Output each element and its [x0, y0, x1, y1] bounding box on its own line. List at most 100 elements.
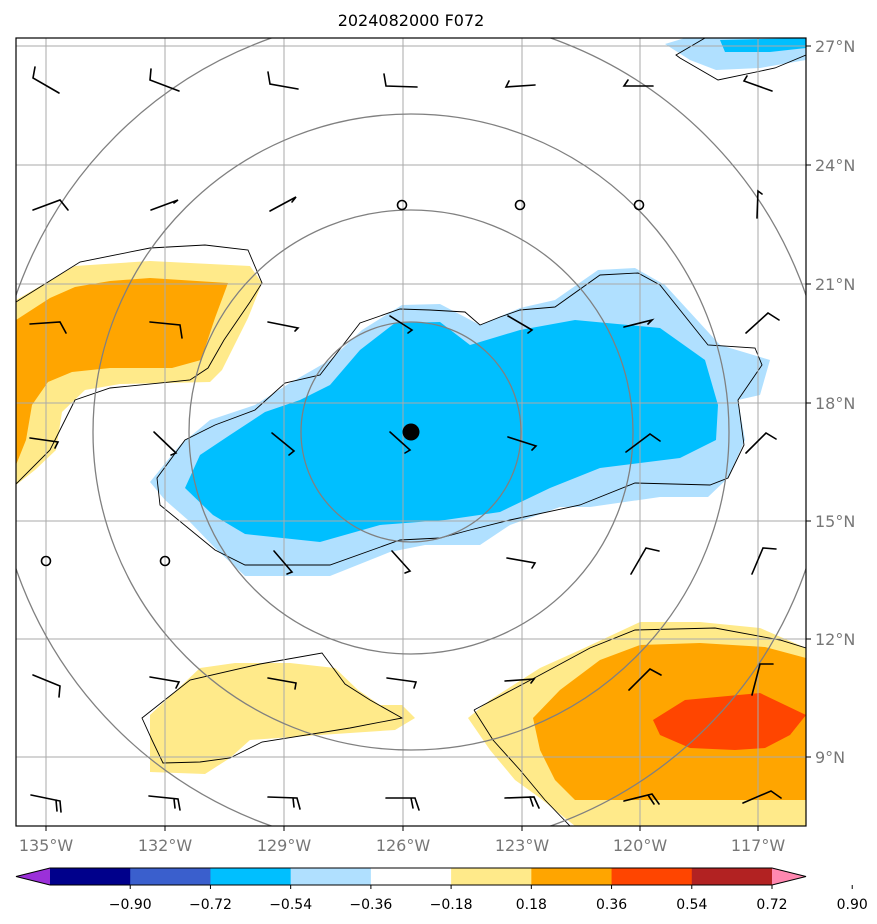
contour-west [16, 244, 263, 485]
contour-northeast [675, 38, 806, 81]
wind-barb [267, 71, 299, 90]
wind-barb [628, 668, 662, 691]
wind-barb [622, 79, 654, 87]
wind-barb [507, 436, 538, 451]
wind-barb [32, 66, 60, 94]
map-title: 2024082000 F072 [338, 11, 485, 30]
contour-south [141, 652, 404, 764]
wind-barb [271, 432, 296, 456]
calm-wind-circle [514, 199, 526, 211]
wind-barb [630, 547, 660, 575]
wind-barb [30, 794, 62, 813]
calm-wind-circle [396, 199, 408, 211]
wind-barb [29, 321, 67, 334]
wind-barb [267, 796, 301, 810]
wind-barb [504, 80, 536, 88]
colorbar-segment [370, 868, 452, 885]
wind-barb [29, 437, 60, 449]
wind-barb [751, 547, 777, 575]
contour-central [156, 272, 763, 566]
lon-tick-label: 123°W [495, 836, 550, 855]
contour-lines [16, 38, 806, 826]
range-ring-7deg [92, 113, 730, 751]
lat-tick-label: 18°N [815, 394, 855, 413]
wind-barb [385, 797, 420, 811]
wind-barb [32, 199, 69, 211]
colorbar-segment [210, 868, 292, 885]
colorbar-extend-high [772, 868, 806, 885]
wind-barb [625, 433, 661, 453]
wind-barb [153, 431, 178, 456]
wind-barb [149, 321, 183, 339]
wind-barb [267, 321, 300, 332]
wind-barb [389, 431, 412, 454]
wind-barb [32, 674, 61, 698]
calm-wind-circle [159, 555, 171, 567]
lon-tick-label: 129°W [257, 836, 312, 855]
wind-barb [742, 790, 782, 804]
wind-barb [623, 318, 655, 328]
colorbar-segment [50, 868, 131, 885]
wind-barb [745, 311, 780, 334]
colorbar-tick-label: −0.36 [349, 897, 392, 913]
wind-barb [391, 550, 412, 574]
colorbar-tick-label: 0.18 [516, 897, 547, 913]
colorbar-tick-label: 0.36 [596, 897, 627, 913]
lat-tick-label: 12°N [815, 630, 855, 649]
colorbar-tick-label: 0.54 [676, 897, 707, 913]
colorbar-tick-label: −0.90 [109, 897, 152, 913]
wind-barb [504, 796, 540, 809]
colorbar-tick-label: −0.72 [189, 897, 232, 913]
lon-tick-label: 126°W [376, 836, 431, 855]
wind-barb [149, 676, 181, 689]
wind-barb [149, 68, 180, 92]
wind-barb [150, 199, 179, 211]
colorbar-extend-low [16, 868, 50, 885]
colorbar-segment [130, 868, 211, 885]
wind-barb [269, 196, 297, 212]
wind-barb [623, 793, 660, 805]
wind-barbs [29, 66, 782, 813]
calm-wind-markers [40, 199, 645, 567]
wind-barb [745, 431, 777, 454]
lat-tick-label: 9°N [815, 748, 845, 767]
colorbar-tick-label: 0.90 [837, 897, 868, 913]
wind-barb [148, 795, 181, 811]
colorbar-tick-label: −0.18 [430, 897, 473, 913]
colorbar-segment [451, 868, 532, 885]
colorbar-segment [290, 868, 372, 885]
anomaly-fill-south-light-yellow [150, 663, 415, 774]
lat-tick-label: 27°N [815, 37, 855, 56]
lon-tick-label: 132°W [138, 836, 193, 855]
wind-barb [383, 73, 418, 88]
wind-barb [506, 557, 537, 569]
range-ring-5deg [188, 209, 634, 655]
storm-center-marker [402, 423, 420, 441]
lon-tick-label: 120°W [613, 836, 668, 855]
map-frame [15, 37, 807, 827]
contour-southeast [473, 627, 806, 826]
colorbar-outline [15, 867, 807, 886]
range-ring-3deg [300, 321, 522, 543]
lat-lon-grid [16, 38, 806, 826]
wind-barb [504, 678, 536, 684]
wind-barb [507, 315, 534, 334]
lon-tick-label: 135°W [19, 836, 74, 855]
colorbar: −0.90 −0.72 −0.54 −0.36 −0.18 0.18 0.36 0.54 0.7… [15, 867, 868, 913]
colorbar-segment [531, 868, 613, 885]
lon-tick-label: 117°W [731, 836, 786, 855]
wind-barb [742, 75, 773, 92]
lat-tick-label: 24°N [815, 156, 855, 175]
wind-barb [267, 677, 297, 690]
latitude-labels: 27°N 24°N 21°N 18°N 15°N 12°N 9°N [806, 37, 855, 767]
wind-barb [386, 677, 418, 689]
colorbar-tick-label: 0.72 [756, 897, 787, 913]
colorbar-segment [611, 868, 693, 885]
colorbar-tick-label: −0.54 [269, 897, 312, 913]
lat-tick-label: 21°N [815, 275, 855, 294]
anomaly-fill-southeast-red-orange [653, 693, 806, 750]
map-panel [16, 38, 806, 826]
colorbar-segment [691, 868, 773, 885]
wind-barb [751, 663, 774, 696]
